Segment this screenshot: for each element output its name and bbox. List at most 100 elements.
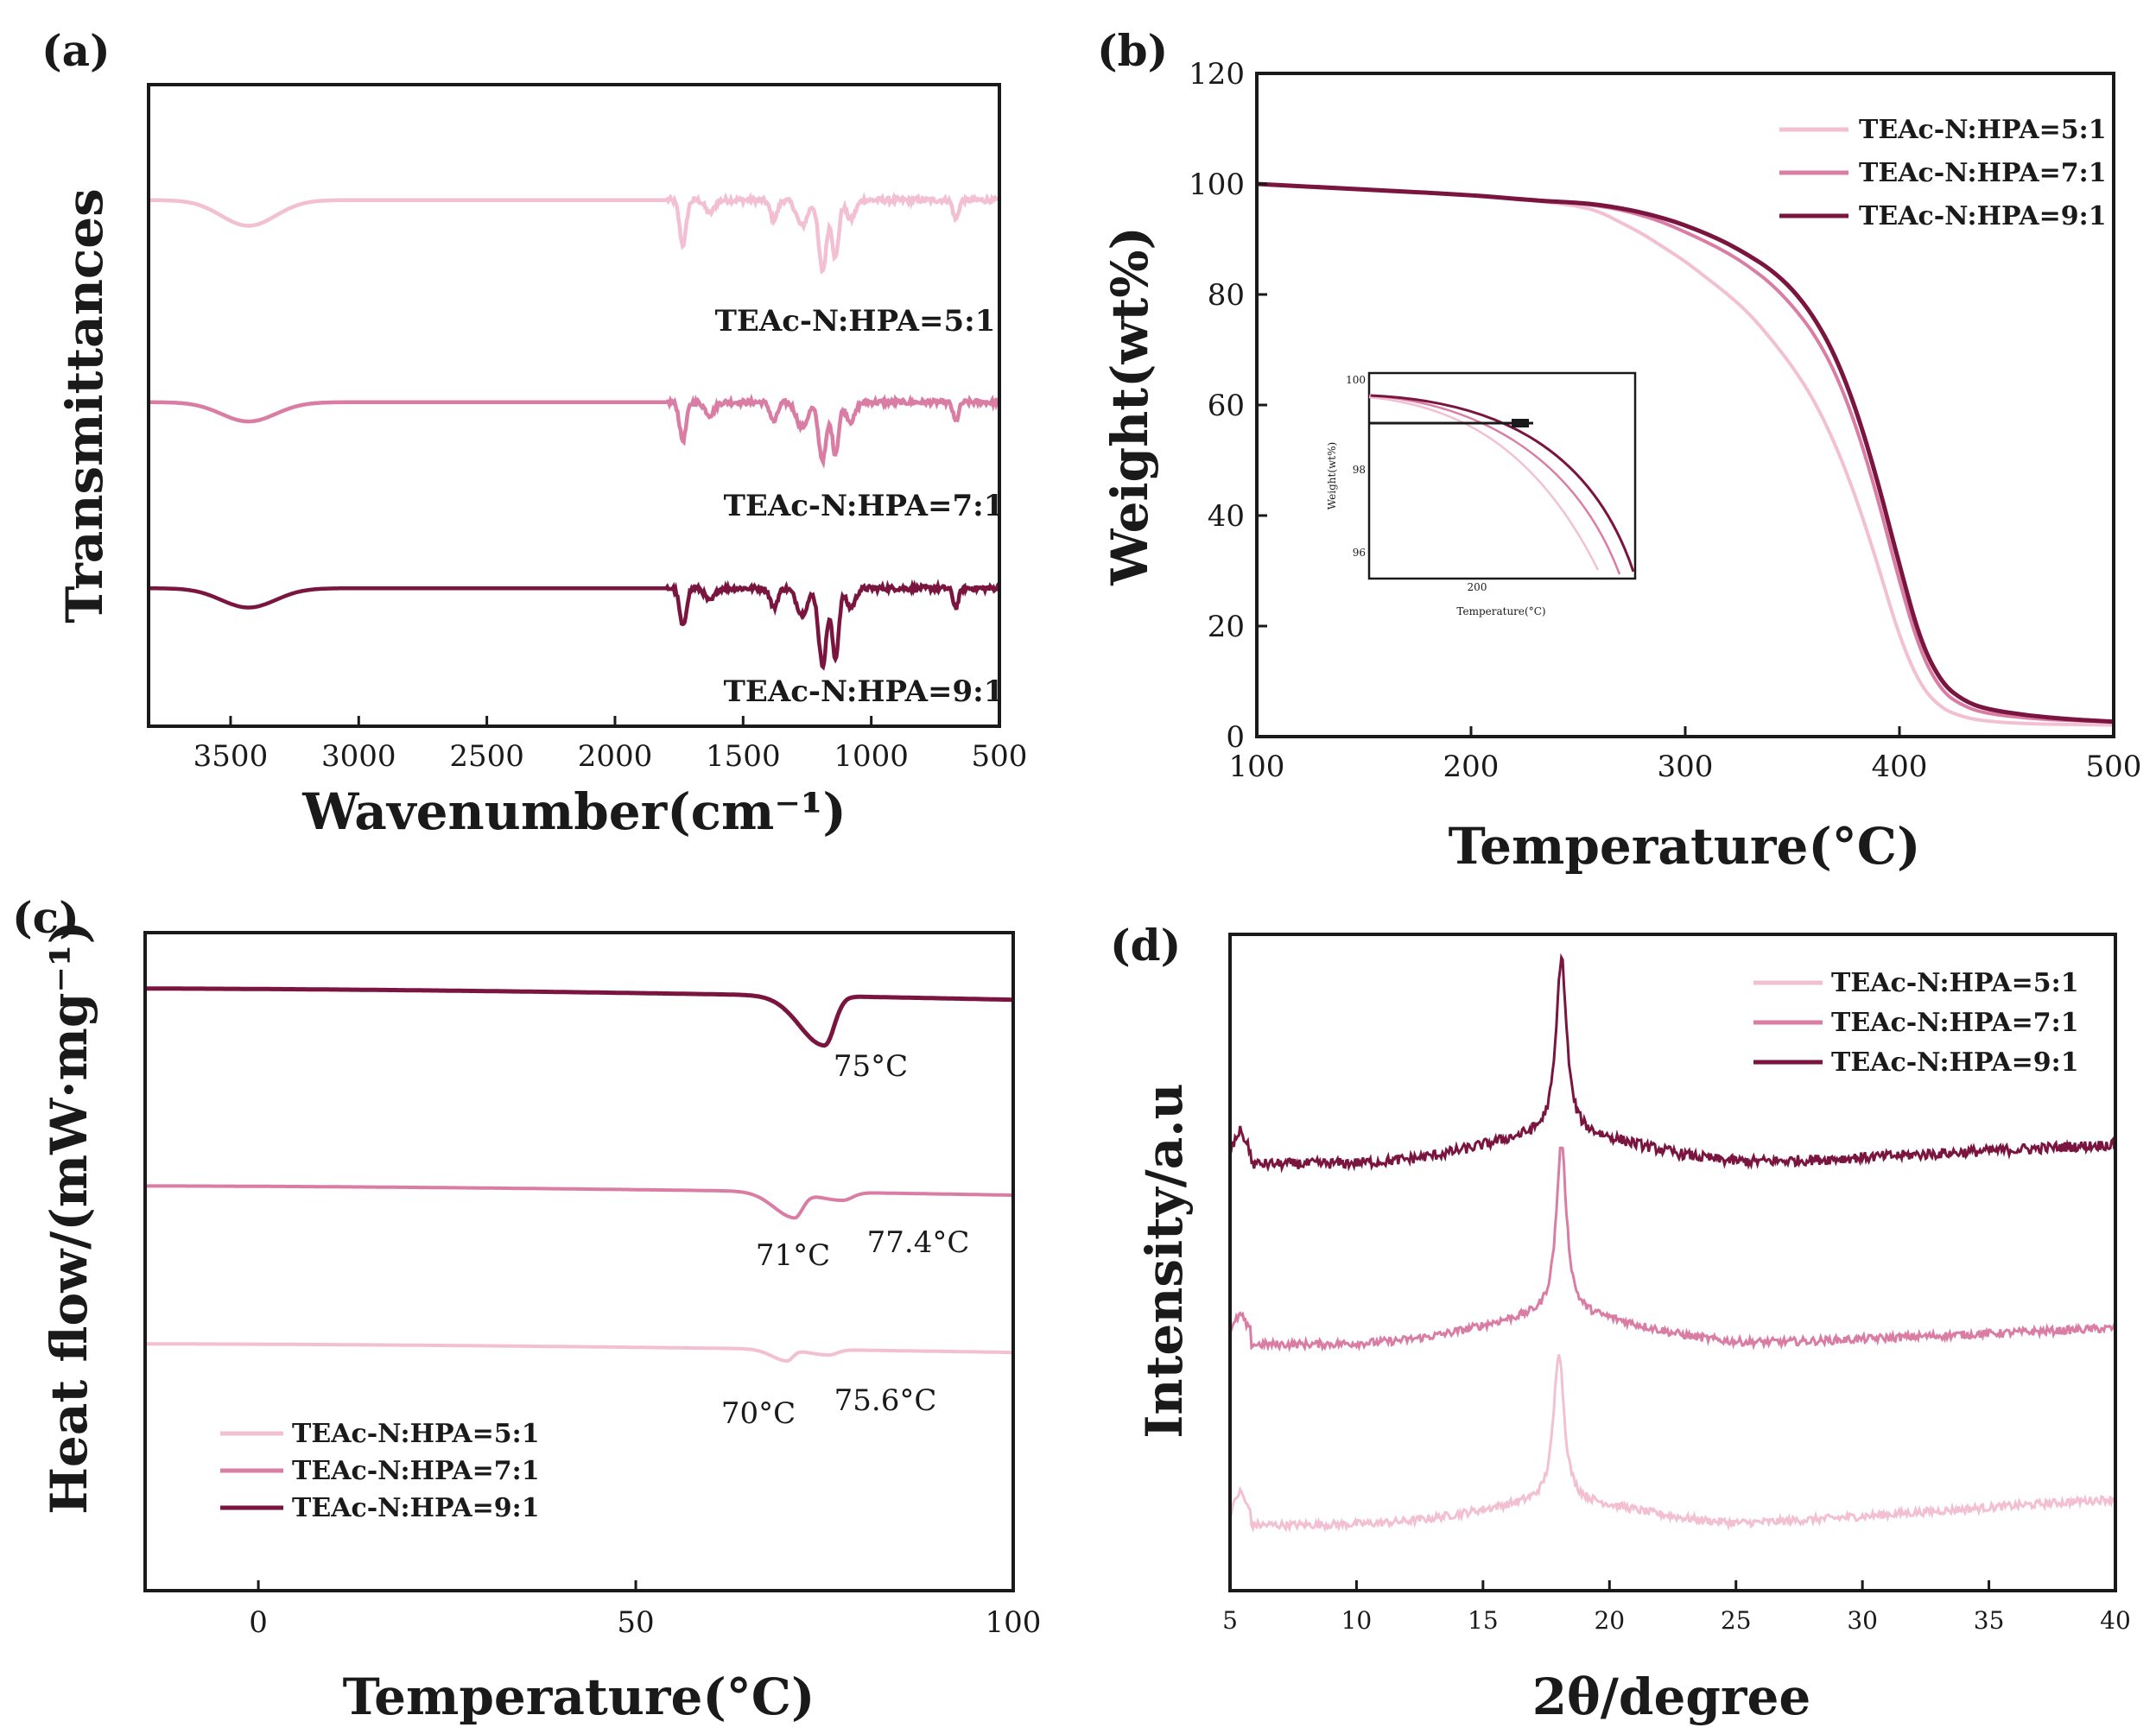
xrd-series-7-1 xyxy=(1228,1146,2117,1353)
x-tick-label: 15 xyxy=(1468,1606,1499,1635)
annotation-71c: 71°C xyxy=(756,1238,830,1273)
panel-a-plot-frame xyxy=(147,83,1001,728)
panel-c-legend: TEAc-N:HPA=5:1 TEAc-N:HPA=7:1 TEAc-N:HPA… xyxy=(220,1419,540,1523)
tga-series-5-1 xyxy=(1256,182,2115,727)
legend-label-7-1: TEAc-N:HPA=7:1 xyxy=(1831,1008,2079,1038)
x-tick-label: 500 xyxy=(972,739,1028,774)
inset-x-tick-200: 200 xyxy=(1468,581,1487,593)
panel-c-plot-frame xyxy=(143,931,1015,1592)
inset-marker xyxy=(1512,419,1529,427)
ftir-series-9-1 xyxy=(149,579,1002,671)
x-tick-label: 3000 xyxy=(321,739,396,774)
annotation-70c: 70°C xyxy=(721,1396,796,1431)
x-tick-label: 10 xyxy=(1341,1606,1373,1635)
xrd-series-9-1 xyxy=(1228,952,2116,1174)
panel-b-inset: 100 98 96 200 Temperature(°C) Weight(wt%… xyxy=(1326,371,1637,617)
legend-label-5-1: TEAc-N:HPA=5:1 xyxy=(1831,968,2079,998)
legend-label-7-1: TEAc-N:HPA=7:1 xyxy=(1859,158,2107,188)
x-tick-label: 40 xyxy=(2100,1606,2131,1635)
inset-y-tick-100: 100 xyxy=(1346,374,1366,386)
x-tick-label: 100 xyxy=(986,1605,1042,1640)
legend-label-9-1: TEAc-N:HPA=9:1 xyxy=(1859,201,2107,231)
panel-label-b: (b) xyxy=(1097,25,1168,76)
panel-c: (c) 0 50 100 75°C 71°C 77.4°C 70°C 75.6°C … xyxy=(12,892,1041,1726)
tga-series-9-1 xyxy=(1256,181,2115,725)
x-tick-label: 20 xyxy=(1594,1606,1625,1635)
panel-d-series xyxy=(1228,952,2117,1534)
panel-a-series xyxy=(149,191,1002,671)
panel-label-a: (a) xyxy=(41,25,111,76)
dsc-series-7-1 xyxy=(145,1184,1013,1220)
panel-a-annotations: TEAc-N:HPA=5:1 TEAc-N:HPA=7:1 TEAc-N:HPA… xyxy=(715,304,1005,709)
x-tick-label: 400 xyxy=(1872,750,1928,784)
panel-d-legend: TEAc-N:HPA=5:1 TEAc-N:HPA=7:1 TEAc-N:HPA… xyxy=(1753,968,2079,1078)
panel-d-plot-frame xyxy=(1228,933,2117,1592)
panel-d-y-axis-title: Intensity/a.u xyxy=(1135,1083,1194,1438)
panel-d: (d) 5 10 15 20 25 30 35 40 TEAc-N:HPA=5:1 TEAc-… xyxy=(1110,920,2131,1726)
x-tick-label: 200 xyxy=(1443,750,1500,784)
inset-curve-5-1 xyxy=(1368,396,1600,571)
panel-b: (b) 100 200 300 400 500 0 20 40 60 80 100 120 TEAc-… xyxy=(1097,25,2141,876)
panel-a-y-axis-title: Transmittances xyxy=(55,188,114,623)
ftir-series-7-1 xyxy=(149,393,1001,469)
inset-x-axis-title: Temperature(°C) xyxy=(1456,605,1545,617)
x-tick-label: 25 xyxy=(1721,1606,1752,1635)
legend-label-9-1: TEAc-N:HPA=9:1 xyxy=(292,1493,540,1523)
x-tick-label: 2500 xyxy=(449,739,524,774)
legend-label-5-1: TEAc-N:HPA=5:1 xyxy=(1859,115,2107,145)
inset-curve-9-1 xyxy=(1370,394,1635,573)
inset-y-tick-98: 98 xyxy=(1353,464,1366,476)
x-tick-label: 100 xyxy=(1229,750,1285,784)
legend-label-5-1: TEAc-N:HPA=5:1 xyxy=(292,1419,540,1449)
panel-b-legend: TEAc-N:HPA=5:1 TEAc-N:HPA=7:1 TEAc-N:HPA… xyxy=(1779,115,2107,231)
y-tick-label: 0 xyxy=(1226,720,1245,755)
panel-a: (a) 3500 3000 2500 2000 1500 1000 500 TEAc-N:H… xyxy=(41,25,1027,841)
y-tick-label: 80 xyxy=(1208,278,1245,313)
panel-c-x-axis-title: Temperature(°C) xyxy=(343,1668,815,1726)
panel-a-annotation-5-1: TEAc-N:HPA=5:1 xyxy=(715,304,996,339)
y-tick-label: 120 xyxy=(1189,57,1245,92)
dsc-series-5-1 xyxy=(145,1342,1014,1364)
panel-c-series xyxy=(145,986,1014,1364)
tga-series-7-1 xyxy=(1256,182,2115,724)
x-tick-label: 2000 xyxy=(578,739,653,774)
x-tick-label: 3500 xyxy=(193,739,269,774)
panel-b-x-axis-title: Temperature(°C) xyxy=(1449,817,1921,876)
panel-label-d: (d) xyxy=(1110,920,1181,971)
panel-d-x-axis-title: 2θ/degree xyxy=(1532,1668,1811,1726)
x-tick-label: 0 xyxy=(249,1605,268,1640)
xrd-series-5-1 xyxy=(1228,1354,2116,1534)
x-tick-label: 300 xyxy=(1658,750,1714,784)
panel-a-annotation-9-1: TEAc-N:HPA=9:1 xyxy=(724,674,1005,709)
annotation-77-4c: 77.4°C xyxy=(867,1225,970,1260)
x-tick-label: 1000 xyxy=(834,739,909,774)
legend-label-9-1: TEAc-N:HPA=9:1 xyxy=(1831,1047,2079,1078)
panel-b-series xyxy=(1256,181,2115,727)
panel-b-y-axis-title: Weight(wt%) xyxy=(1100,226,1159,586)
panel-b-ticks: 100 200 300 400 500 0 20 40 60 80 100 120 xyxy=(1189,57,2141,784)
panel-a-x-ticks: 3500 3000 2500 2000 1500 1000 500 xyxy=(193,716,1028,774)
x-tick-label: 50 xyxy=(617,1605,654,1640)
x-tick-label: 30 xyxy=(1847,1606,1878,1635)
panel-c-x-ticks: 0 50 100 xyxy=(249,1580,1041,1640)
inset-frame xyxy=(1367,371,1637,580)
x-tick-label: 35 xyxy=(1974,1606,2005,1635)
y-tick-label: 20 xyxy=(1208,610,1245,644)
annotation-75-6c: 75.6°C xyxy=(834,1383,937,1418)
panel-label-c: (c) xyxy=(12,892,79,943)
x-tick-label: 5 xyxy=(1222,1606,1238,1635)
y-tick-label: 40 xyxy=(1208,499,1245,534)
inset-y-tick-96: 96 xyxy=(1353,547,1366,559)
legend-label-7-1: TEAc-N:HPA=7:1 xyxy=(292,1456,540,1486)
y-tick-label: 60 xyxy=(1208,389,1245,423)
x-tick-label: 1500 xyxy=(706,739,781,774)
panel-d-x-ticks: 5 10 15 20 25 30 35 40 xyxy=(1222,1580,2131,1635)
panel-a-annotation-7-1: TEAc-N:HPA=7:1 xyxy=(724,489,1005,523)
inset-y-axis-title: Weight(wt%) xyxy=(1326,442,1338,509)
panel-a-x-axis-title: Wavenumber(cm⁻¹) xyxy=(301,782,847,841)
ftir-series-5-1 xyxy=(149,191,1001,275)
x-tick-label: 500 xyxy=(2086,750,2142,784)
panel-c-y-axis-title: Heat flow/(mW·mg⁻¹) xyxy=(40,921,98,1515)
dsc-series-9-1 xyxy=(145,986,1013,1048)
